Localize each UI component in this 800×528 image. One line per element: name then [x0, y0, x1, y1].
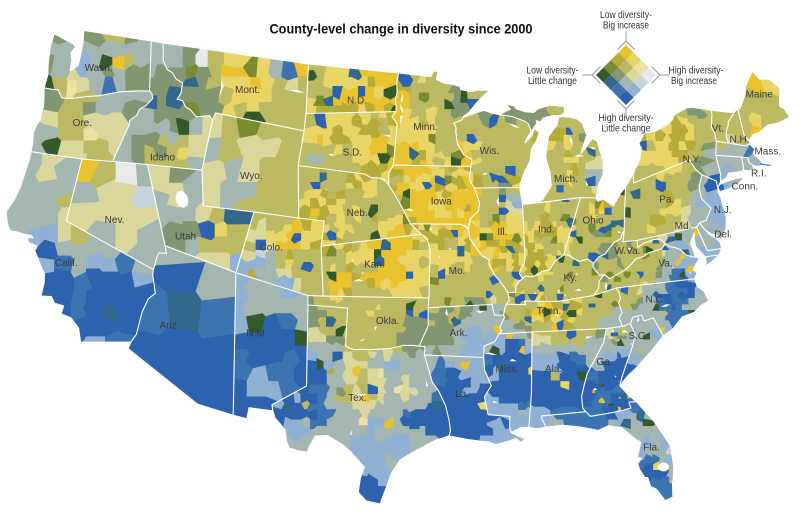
state-label-nd: N.D. — [347, 96, 367, 107]
state-label-nh: N.H. — [730, 135, 750, 146]
state-label-ariz: Ariz. — [160, 321, 180, 332]
state-label-nc: N.C. — [646, 295, 666, 306]
state-label-ill: Ill. — [497, 227, 507, 238]
state-label-vt: Vt. — [712, 123, 724, 134]
state-label-del: Del. — [714, 230, 732, 241]
state-label-miss: Miss. — [496, 365, 519, 376]
legend-cell-change1-diversity2 — [626, 67, 641, 83]
state-label-wash: Wash. — [85, 63, 113, 74]
legend-cell-change3-diversity0 — [596, 67, 612, 83]
state-label-mass: Mass. — [754, 147, 781, 158]
state-label-pa: Pa. — [659, 194, 674, 205]
great-salt-lake — [175, 191, 189, 208]
lakes — [175, 191, 669, 472]
legend-bracket-right — [651, 66, 670, 84]
state-label-sd: S.D. — [343, 148, 362, 159]
state-label-md: Md. — [675, 221, 692, 232]
state-label-idaho: Idaho — [150, 153, 175, 164]
state-label-mo: Mo. — [449, 266, 466, 277]
state-border-lines — [5, 29, 791, 505]
legend-label-left-line1: Low diversity- — [527, 66, 579, 77]
state-label-fla: Fla. — [643, 442, 660, 453]
legend-corner-brackets — [582, 31, 670, 119]
legend-cell-change2-diversity3 — [626, 82, 641, 98]
state-label-ri: R.I. — [751, 169, 767, 180]
legend-cell-change0-diversity3 — [640, 67, 656, 83]
state-label-calif: Calif. — [55, 258, 78, 269]
legend-cell-change1-diversity0 — [611, 52, 626, 68]
legend-cell-change0-diversity1 — [626, 52, 641, 68]
legend-label-left-line2: Little change — [528, 76, 577, 87]
state-label-tenn: Tenn. — [537, 306, 561, 317]
state-label-ark: Ark. — [450, 328, 468, 339]
state-label-neb: Neb. — [347, 208, 368, 219]
legend-bracket-top — [617, 31, 635, 50]
state-label-minn: Minn. — [413, 122, 437, 133]
state-borders — [5, 29, 791, 505]
state-label-ny: N.Y. — [683, 154, 701, 165]
state-label-ga: Ga. — [596, 357, 612, 368]
page-title: County-level change in diversity since 2… — [270, 21, 533, 37]
state-label-wyo: Wyo. — [240, 171, 263, 182]
legend-label-top-line2: Big increase — [603, 21, 649, 32]
state-label-nev: Nev. — [105, 215, 125, 226]
legend-label-right-line1: High diversity- — [669, 66, 724, 77]
state-label-ala: Ala. — [545, 364, 562, 375]
legend-cell-change2-diversity1 — [611, 67, 626, 83]
state-label-conn: Conn. — [732, 181, 759, 192]
state-label-kan: Kan. — [364, 260, 385, 271]
legend-bracket-bottom — [617, 100, 635, 119]
legend-label-bottom-line2: Little change — [602, 124, 651, 135]
state-label-wva: W.Va. — [615, 246, 641, 257]
legend-label-right-line2: Big increase — [671, 76, 717, 87]
state-label-iowa: Iowa — [431, 196, 453, 207]
state-label-tex: Tex. — [348, 393, 366, 404]
legend-diamond — [596, 45, 656, 105]
state-label-mich: Mich. — [554, 174, 578, 185]
legend-label-bottom-line1: High diversity- — [599, 113, 654, 124]
state-label-wis: Wis. — [480, 146, 499, 157]
state-label-ohio: Ohio — [583, 215, 605, 226]
state-label-mont: Mont. — [235, 85, 260, 96]
state-label-va: Va. — [658, 259, 672, 270]
lake-okeechobee — [658, 462, 669, 472]
state-label-okla: Okla. — [376, 316, 399, 327]
legend-cell-change3-diversity2 — [611, 82, 626, 98]
state-label-utah: Utah — [175, 232, 196, 243]
state-label-ind: Ind. — [538, 225, 555, 236]
legend-bracket-left — [582, 66, 601, 84]
state-label-maine: Maine — [746, 90, 774, 101]
state-label-nj: N.J. — [714, 205, 732, 216]
state-labels: Wash. Ore. Calif. Nev. Idaho Mont. Wyo. Utah Col… — [55, 63, 781, 453]
state-label-la: La. — [455, 389, 469, 400]
state-label-ore: Ore. — [73, 118, 92, 129]
state-label-nm: N.M. — [246, 328, 267, 339]
state-label-colo: Colo. — [260, 243, 283, 254]
legend-label-top-line1: Low diversity- — [600, 10, 652, 21]
state-label-ky: Ky. — [563, 273, 577, 284]
state-label-sc: S.C. — [628, 331, 647, 342]
